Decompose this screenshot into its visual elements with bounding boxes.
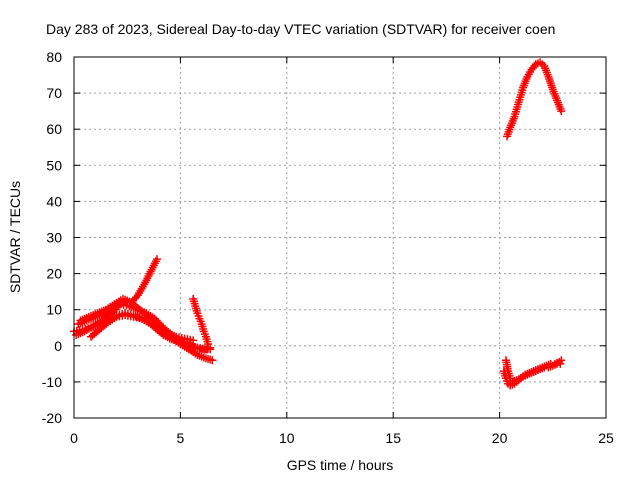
y-tick-label: 10 xyxy=(46,302,62,318)
y-tick-label: 30 xyxy=(46,230,62,246)
grid xyxy=(74,57,606,418)
data-point xyxy=(204,339,213,348)
y-tick-label: 50 xyxy=(46,157,62,173)
x-tick-label: 5 xyxy=(177,430,185,446)
x-tick-label: 20 xyxy=(492,430,508,446)
y-tick-label: 60 xyxy=(46,121,62,137)
y-tick-label: 70 xyxy=(46,85,62,101)
y-tick-label: 20 xyxy=(46,266,62,282)
x-tick-label: 10 xyxy=(279,430,295,446)
data-point xyxy=(189,336,198,345)
x-axis-label: GPS time / hours xyxy=(287,457,394,473)
x-tick-label: 25 xyxy=(598,430,614,446)
data-point xyxy=(557,107,566,116)
y-tick-label: -20 xyxy=(42,410,62,426)
tick-labels: 0 5 10 15 20 25 -20 -10 0 10 20 30 40 50 60 70 80 xyxy=(42,49,614,446)
data-point xyxy=(208,356,217,365)
series-trace-9 xyxy=(503,58,566,141)
y-tick-label: 0 xyxy=(54,338,62,354)
data-layer xyxy=(70,58,566,390)
y-tick-label: 40 xyxy=(46,193,62,209)
data-point xyxy=(556,359,565,368)
series-trace-6 xyxy=(189,294,213,348)
series-trace-8 xyxy=(499,359,565,390)
series-trace-4 xyxy=(76,255,161,325)
chart-title: Day 283 of 2023, Sidereal Day-to-day VTE… xyxy=(46,21,555,37)
x-tick-label: 0 xyxy=(70,430,78,446)
y-tick-label: 80 xyxy=(46,49,62,65)
data-point xyxy=(557,356,566,365)
x-tick-label: 15 xyxy=(385,430,401,446)
y-tick-label: -10 xyxy=(42,374,62,390)
tick-marks xyxy=(73,56,607,419)
series-trace-5 xyxy=(87,311,198,345)
y-axis-label: SDTVAR / TECUs xyxy=(7,181,23,293)
data-point xyxy=(152,255,161,264)
